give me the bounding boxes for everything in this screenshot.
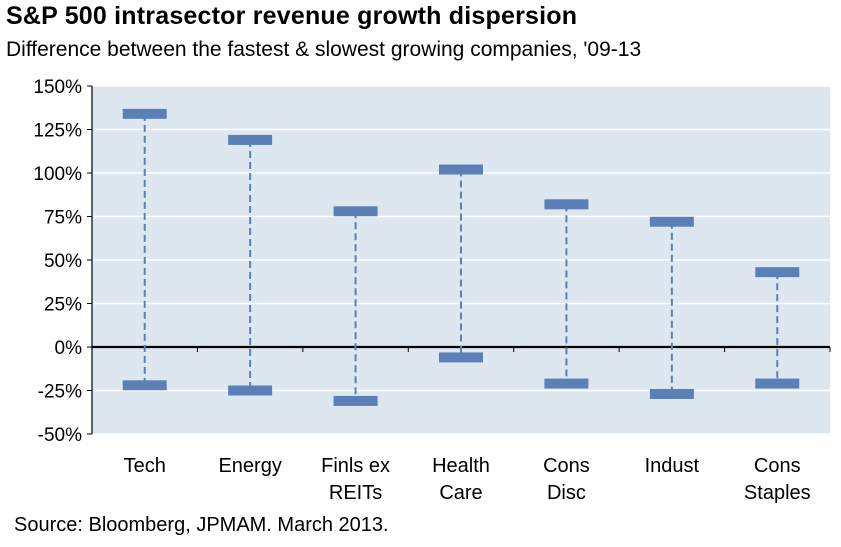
y-tick-labels: 150% 125% 100% 75% 50% 25% 0% -25% -50% [33,77,82,446]
chart-title: S&P 500 intrasector revenue growth dispe… [6,2,578,30]
category-label: Health [432,455,490,477]
low-marker [755,378,800,389]
high-marker [649,216,694,227]
chart-subtitle: Difference between the fastest & slowest… [6,38,642,61]
y-tick-label: 75% [44,208,82,229]
y-tick-label: 100% [33,164,82,185]
high-marker [439,164,483,175]
category-labels: Tech Energy Finls ex REITs Health Care Cons Dis… [124,455,811,504]
low-marker [228,385,273,396]
low-marker [333,395,378,406]
y-tick-label: -50% [38,425,82,446]
y-tick-label: 125% [33,121,82,142]
low-marker [649,388,694,399]
low-marker [439,352,483,363]
category-label: Indust [645,455,700,477]
source-note: Source: Bloomberg, JPMAM. March 2013. [14,514,389,536]
y-tick-label: -25% [38,382,82,403]
high-marker [544,199,589,210]
range-series [122,108,800,406]
category-label: Care [439,482,482,504]
y-tick-label: 150% [33,77,82,98]
category-label: Tech [124,455,166,477]
y-tick-label: 25% [44,295,82,316]
category-label: Disc [547,482,586,504]
high-marker [755,267,800,278]
category-label: Staples [744,482,811,504]
low-marker [122,380,167,391]
category-label: Energy [218,455,281,477]
y-tick-label: 0% [55,338,83,359]
high-marker [228,134,273,145]
category-label: REITs [329,482,382,504]
high-marker [333,206,378,217]
low-marker [544,378,589,389]
y-tick-label: 50% [44,251,82,272]
category-label: Cons [754,455,801,477]
category-label: Finls ex [321,455,390,477]
category-label: Cons [543,455,590,477]
high-marker [122,108,167,119]
